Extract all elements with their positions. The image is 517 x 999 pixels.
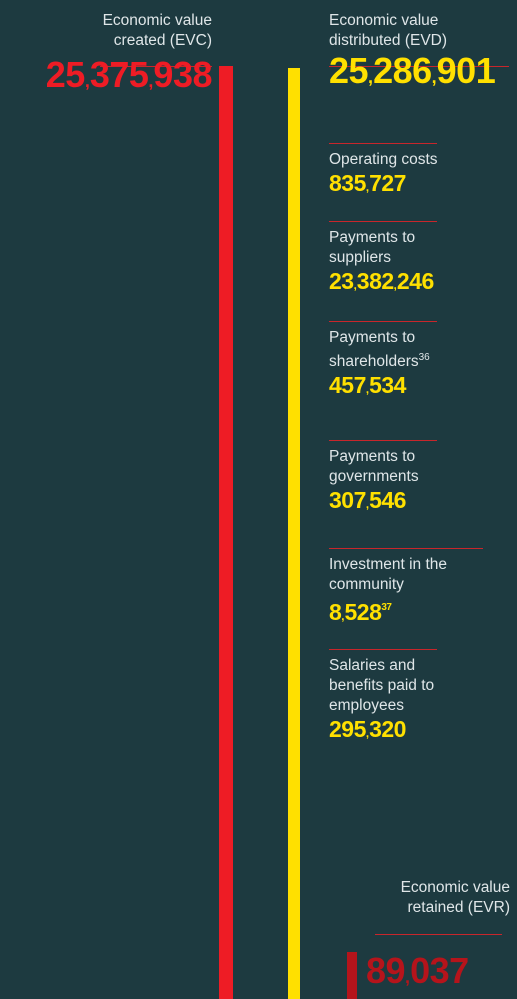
item-value: 307,546 bbox=[329, 487, 477, 518]
item: Payments to suppliers 23,382,246 bbox=[329, 228, 477, 299]
evc-value: 25,375,938 bbox=[45, 54, 213, 95]
rule bbox=[329, 143, 437, 144]
item-value-text: 835,727 bbox=[329, 170, 406, 196]
rule bbox=[329, 649, 437, 650]
footnote: 36 bbox=[418, 352, 430, 363]
item-value-text: 295,320 bbox=[329, 716, 406, 742]
item-label: Payments to suppliers bbox=[329, 228, 437, 268]
item-value: 295,320 bbox=[329, 716, 481, 747]
rule bbox=[329, 66, 509, 67]
rule bbox=[329, 221, 437, 222]
item-value-text: 307,546 bbox=[329, 487, 406, 513]
item: Payments to governments 307,546 bbox=[329, 447, 477, 518]
evd-label: Economic value distributed (EVD) bbox=[329, 12, 448, 49]
item-label: Operating costs bbox=[329, 150, 441, 170]
rule bbox=[329, 321, 437, 322]
evr-bar bbox=[347, 952, 357, 999]
item-label-text: Payments to suppliers bbox=[329, 229, 416, 266]
evd-bar bbox=[288, 68, 300, 999]
rule bbox=[375, 934, 502, 935]
footnote: 37 bbox=[381, 602, 392, 613]
item: Investment in the community 8,52837 bbox=[329, 555, 517, 630]
item-value: 457,534 bbox=[329, 372, 477, 403]
evr-label: Economic value retained (EVR) bbox=[400, 879, 510, 916]
item-label-text: Salaries and benefits paid to employees bbox=[329, 657, 435, 714]
item-value-text: 8,528 bbox=[329, 599, 382, 625]
item-label-text: Operating costs bbox=[329, 151, 438, 168]
evd-value: 25,286,901 bbox=[329, 50, 496, 91]
item-label: Investment in the community bbox=[329, 555, 484, 595]
item-value: 23,382,246 bbox=[329, 268, 477, 299]
item-label: Payments to shareholders36 bbox=[329, 328, 437, 372]
item: Salaries and benefits paid to employees 2… bbox=[329, 656, 481, 747]
item-label-text: Payments to governments bbox=[329, 448, 419, 485]
item-label: Payments to governments bbox=[329, 447, 437, 487]
rule bbox=[329, 548, 483, 549]
item-value: 8,52837 bbox=[329, 595, 517, 630]
rule bbox=[100, 66, 212, 67]
item: Payments to shareholders36 457,534 bbox=[329, 328, 477, 403]
item-label: Salaries and benefits paid to employees bbox=[329, 656, 441, 716]
item-label-text: Payments to shareholders bbox=[329, 329, 419, 371]
rule bbox=[329, 440, 437, 441]
item-value-text: 457,534 bbox=[329, 372, 406, 399]
item-value-text: 23,382,246 bbox=[329, 268, 434, 294]
evr-value: 89,037 bbox=[366, 950, 469, 991]
item-value: 835,727 bbox=[329, 170, 481, 201]
evc-bar bbox=[219, 66, 233, 999]
item: Operating costs 835,727 bbox=[329, 150, 481, 201]
item-label-text: Investment in the community bbox=[329, 556, 448, 593]
evc-label: Economic value created (EVC) bbox=[102, 12, 212, 49]
